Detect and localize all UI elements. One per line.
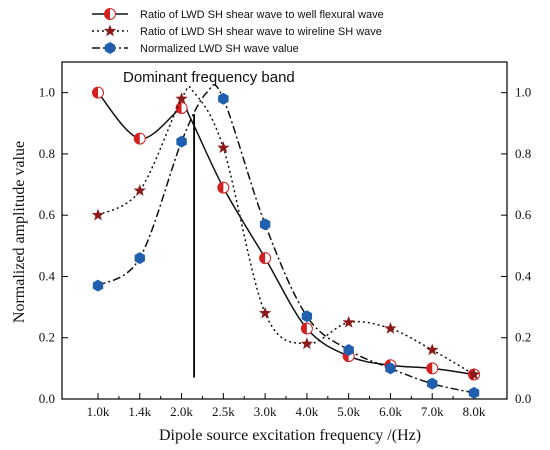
data-point-fill	[92, 87, 98, 99]
x-tick-label: 8.0k	[463, 404, 486, 419]
legend-marker	[104, 8, 116, 20]
data-point	[426, 362, 439, 375]
x-axis-title: Dipole source excitation frequency /(Hz)	[159, 427, 421, 444]
data-point	[175, 92, 188, 105]
data-point	[301, 310, 313, 323]
data-point	[427, 377, 438, 390]
data-point	[217, 181, 230, 194]
y-axis-right: 0.0 0.2 0.4 0.6 0.8 1.0	[501, 85, 532, 406]
x-tick-label: 7.0k	[421, 404, 444, 419]
y-tick-label-right: 1.0	[515, 85, 531, 100]
data-point	[259, 252, 272, 265]
legend-item-1: Ratio of LWD SH shear wave to well flexu…	[92, 8, 384, 21]
y-tick-label-left: 0.6	[39, 207, 56, 222]
series-line	[97, 92, 475, 376]
data-point	[468, 386, 480, 399]
series-3	[92, 84, 480, 399]
series-2	[91, 85, 481, 380]
dominant-band-label: Dominant frequency band	[123, 69, 295, 86]
y-tick-label-left: 0.0	[39, 391, 55, 406]
y-tick-label-right: 0.8	[515, 146, 531, 161]
series-line	[97, 85, 475, 376]
legend-marker	[104, 42, 116, 54]
y-tick-label-right: 0.0	[515, 391, 531, 406]
x-tick-label: 3.0k	[254, 404, 277, 419]
series-layer	[91, 84, 481, 399]
y-axis-left: 0.0 0.2 0.4 0.6 0.8 1.0	[39, 85, 68, 406]
data-point-fill	[176, 102, 182, 114]
data-point	[343, 343, 354, 356]
y-tick-label-left: 0.4	[39, 268, 56, 283]
data-point	[300, 337, 314, 350]
data-point-fill	[134, 133, 140, 145]
x-tick-label: 4.0k	[296, 404, 319, 419]
data-point	[176, 135, 187, 148]
x-tick-label: 5.0k	[337, 404, 360, 419]
data-point	[134, 252, 145, 265]
legend: Ratio of LWD SH shear wave to well flexu…	[92, 8, 384, 55]
data-point	[92, 86, 104, 99]
x-tick-label: 1.0k	[87, 404, 110, 419]
legend-marker	[103, 24, 117, 37]
y-tick-label-left: 0.8	[39, 146, 55, 161]
data-point	[218, 92, 229, 105]
data-point-fill	[426, 362, 433, 374]
legend-item-2: Ratio of LWD SH shear wave to wireline S…	[92, 24, 382, 38]
annotation: Dominant frequency band	[123, 69, 295, 378]
y-axis-title: Normalized amplitude value	[11, 141, 28, 323]
legend-label: Ratio of LWD SH shear wave to well flexu…	[140, 9, 384, 21]
data-point	[467, 367, 481, 380]
data-point	[175, 101, 188, 114]
data-point-fill	[259, 252, 266, 264]
data-point-fill	[301, 323, 307, 335]
y-tick-label-right: 0.2	[515, 330, 531, 345]
plot-frame	[61, 61, 508, 400]
data-point	[258, 306, 272, 319]
legend-marker-fill	[104, 8, 110, 20]
y-tick-label-right: 0.6	[515, 207, 532, 222]
legend-label: Ratio of LWD SH shear wave to wireline S…	[140, 26, 382, 38]
series-1	[92, 86, 480, 381]
data-point	[300, 322, 313, 335]
x-tick-label: 1.4k	[128, 404, 151, 419]
data-point	[217, 141, 230, 154]
y-tick-label-left: 1.0	[39, 85, 55, 100]
y-tick-label-right: 0.4	[515, 268, 532, 283]
data-point	[92, 279, 104, 292]
x-tick-label: 2.0k	[170, 404, 193, 419]
y-tick-label-left: 0.2	[39, 330, 55, 345]
data-point	[384, 322, 397, 334]
x-tick-label: 2.5k	[212, 404, 235, 419]
data-point	[133, 184, 146, 196]
data-point	[342, 315, 355, 328]
data-point	[133, 132, 146, 145]
series-line	[97, 84, 475, 394]
legend-item-3: Normalized LWD SH wave value	[92, 42, 299, 55]
data-point-fill	[217, 182, 224, 194]
data-point	[385, 362, 396, 375]
legend-label: Normalized LWD SH wave value	[140, 43, 299, 55]
data-point	[259, 218, 271, 231]
data-point	[426, 343, 439, 356]
x-tick-label: 6.0k	[379, 404, 402, 419]
x-axis: 1.0k 1.4k 2.0k 2.5k 3.0k 4.0k 5.0k 6.0k 7.0k 8.0k	[87, 393, 486, 419]
data-point	[91, 208, 105, 221]
